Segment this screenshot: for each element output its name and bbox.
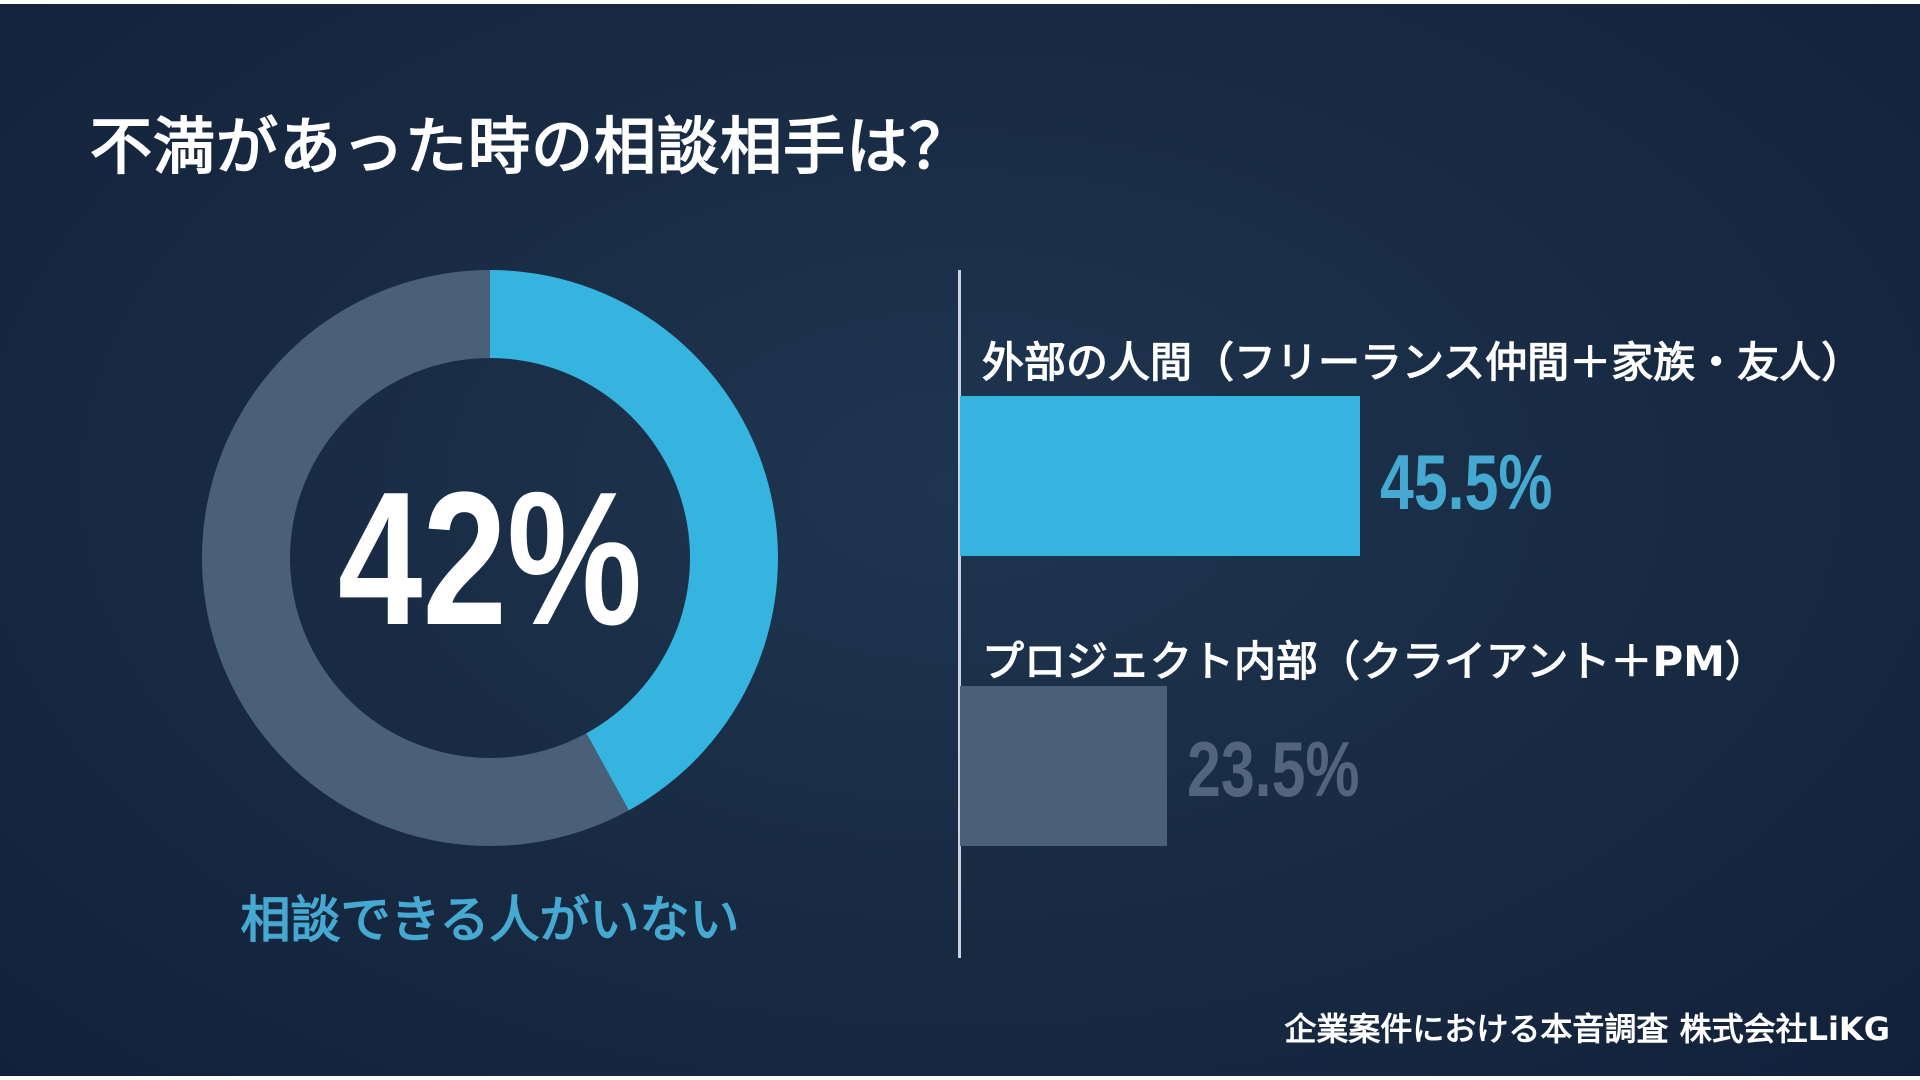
bar-internal xyxy=(960,686,1167,846)
chart-title: 不満があった時の相談相手は？ xyxy=(90,110,973,183)
bar-external xyxy=(960,396,1360,556)
bar-axis-line xyxy=(958,270,961,958)
donut-caption: 相談できる人がいない xyxy=(240,891,740,949)
donut-slice-1 xyxy=(202,270,629,846)
chart-slide: 不満があった時の相談相手は？ 42% 相談できる人がいない 外部の人間（フリーラ… xyxy=(0,4,1920,1076)
bar-value-external: 45.5% xyxy=(1380,438,1553,526)
donut-chart xyxy=(202,270,779,846)
donut-center-value: 42% xyxy=(337,453,643,665)
bar-label-external: 外部の人間（フリーランス仲間＋家族・友人） xyxy=(982,338,1864,387)
source-credit: 企業案件における本音調査 株式会社LiKG xyxy=(1284,1010,1890,1048)
bar-label-internal: プロジェクト内部（クライアント＋PM） xyxy=(982,637,1767,686)
donut-slice-0 xyxy=(490,270,779,811)
bar-value-internal: 23.5% xyxy=(1187,725,1360,813)
